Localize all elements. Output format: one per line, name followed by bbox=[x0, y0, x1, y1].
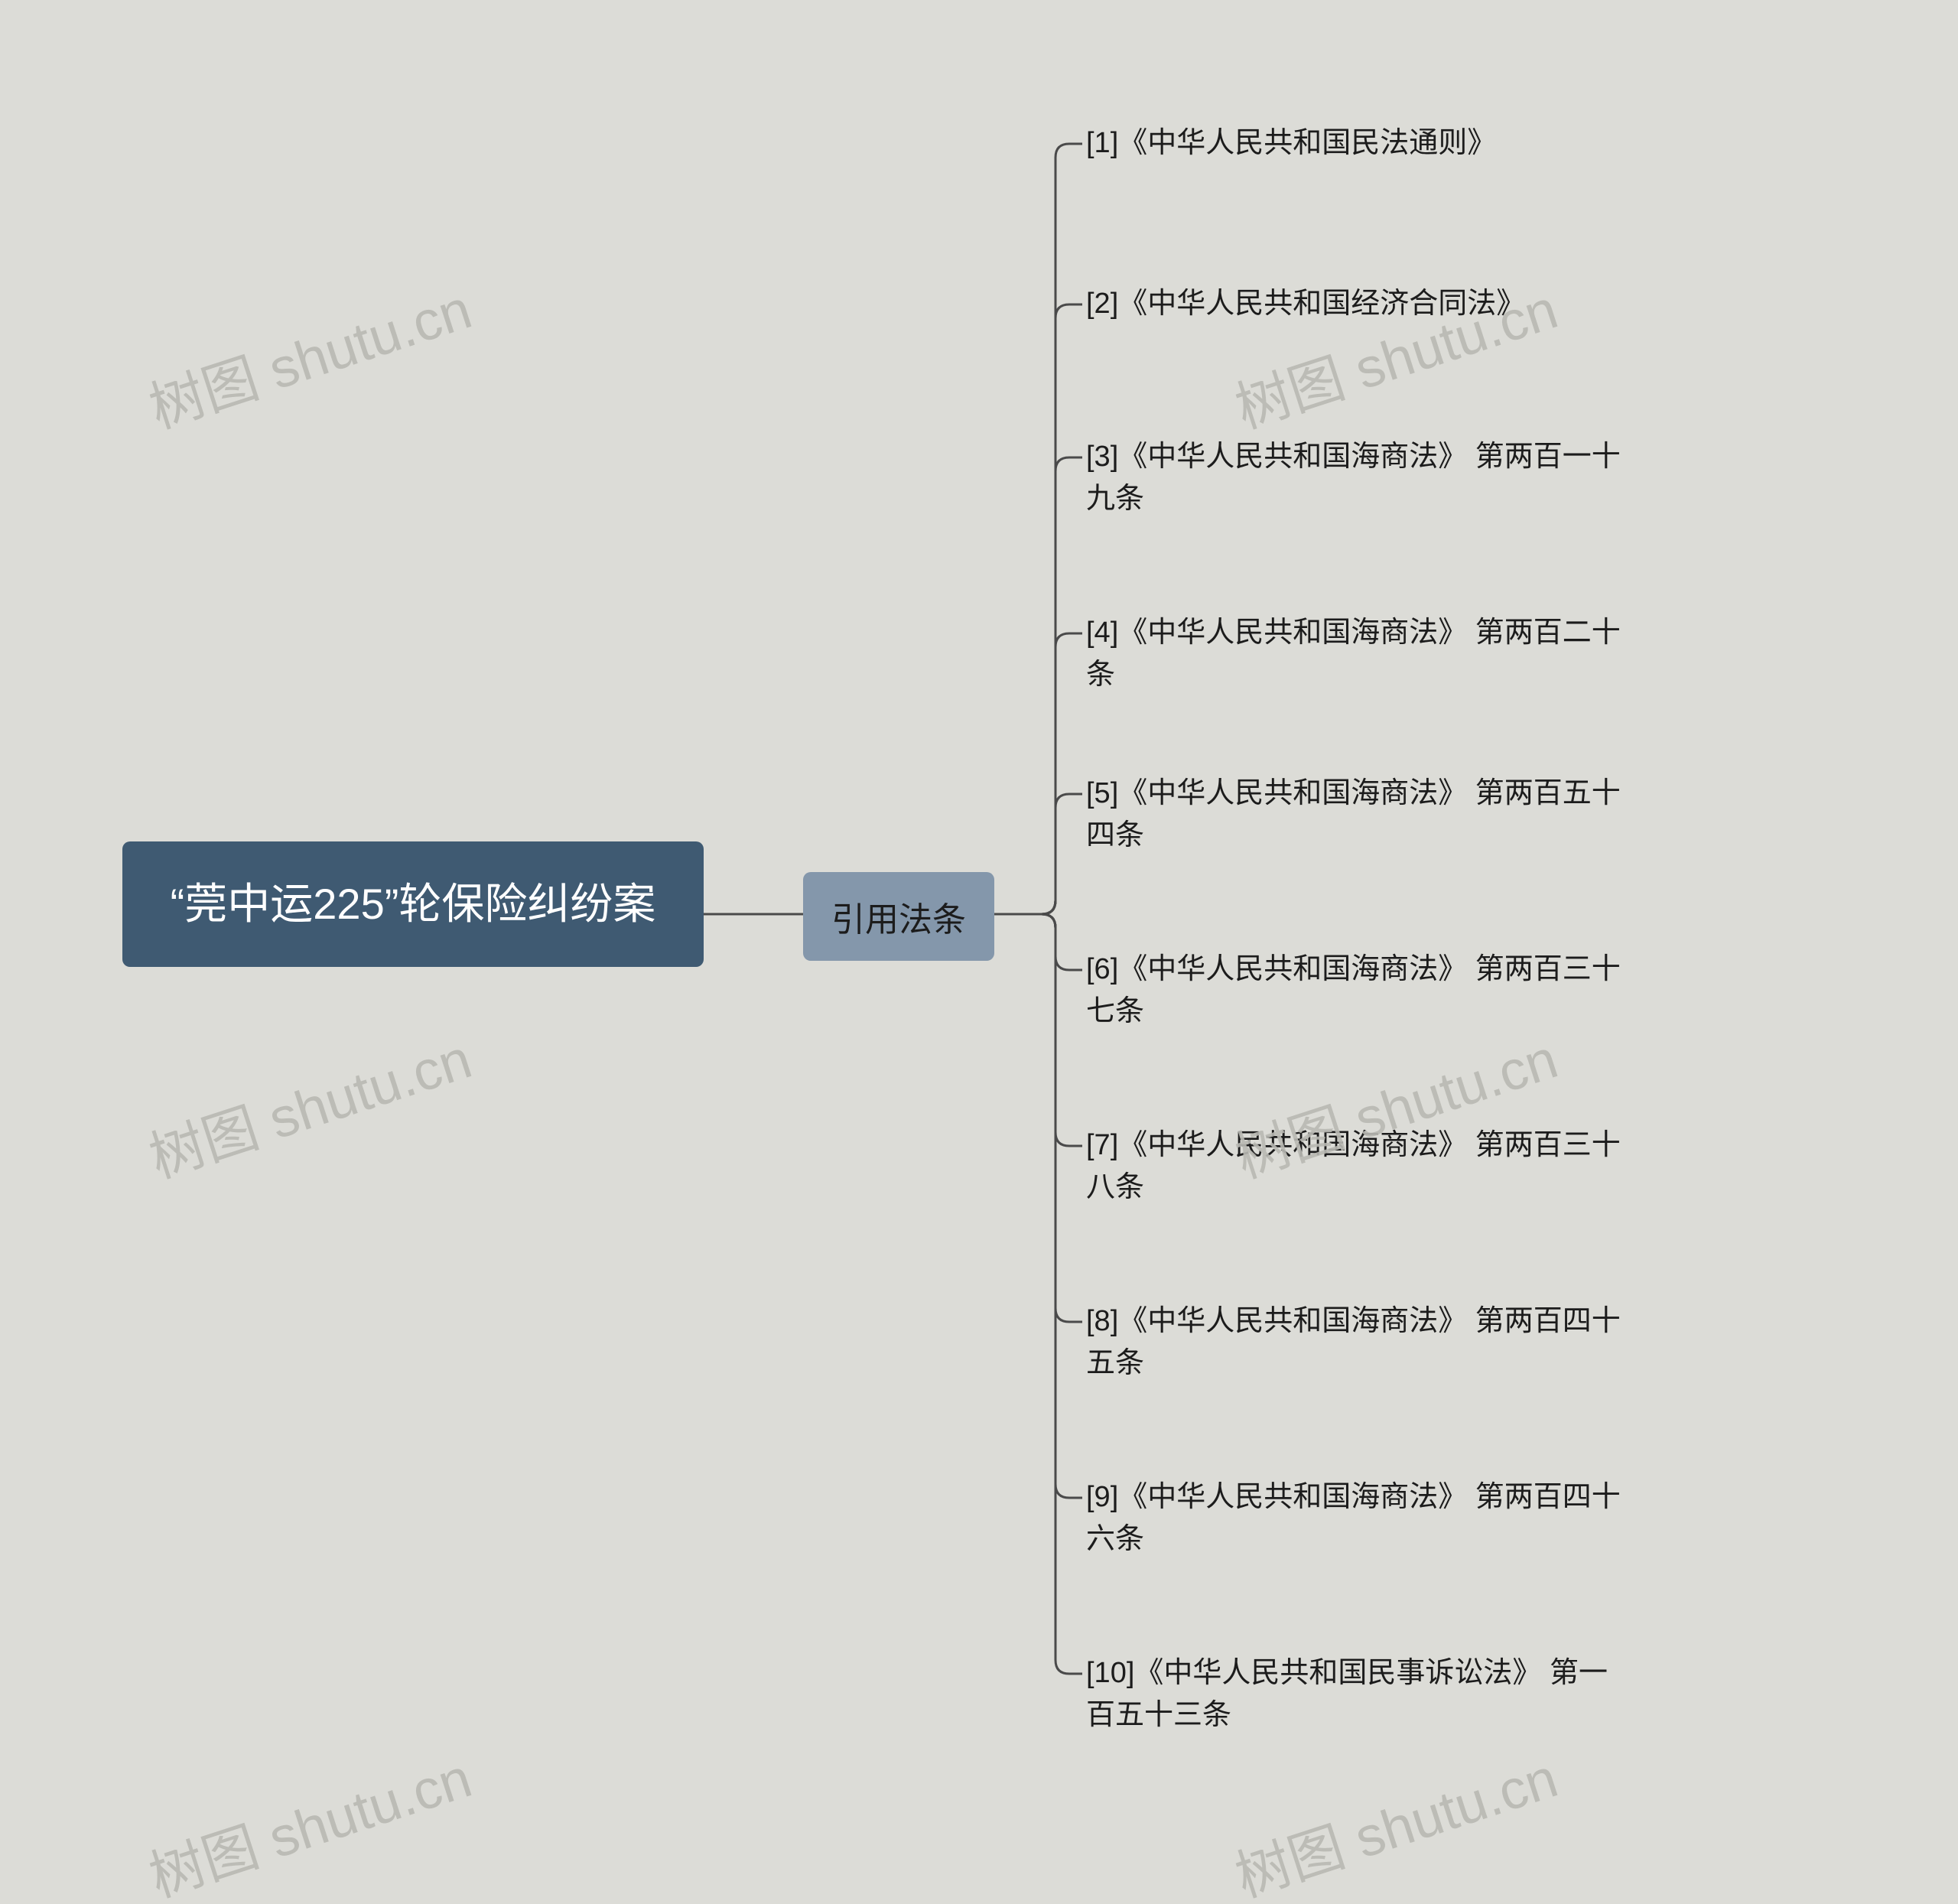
connector-path bbox=[994, 914, 1082, 970]
leaf-node[interactable]: [6]《中华人民共和国海商法》 第两百三十七条 bbox=[1086, 949, 1621, 1033]
leaf-node[interactable]: [10]《中华人民共和国民事诉讼法》 第一百五十三条 bbox=[1086, 1652, 1621, 1736]
connector-path bbox=[994, 914, 1082, 1146]
connector-path bbox=[994, 633, 1082, 914]
connector-path bbox=[994, 914, 1082, 1498]
leaf-node[interactable]: [1]《中华人民共和国民法通则》 bbox=[1086, 122, 1621, 164]
root-node[interactable]: “莞中运225”轮保险纠纷案 bbox=[122, 841, 704, 967]
connector-path bbox=[994, 304, 1082, 914]
leaf-node[interactable]: [3]《中华人民共和国海商法》 第两百一十九条 bbox=[1086, 436, 1621, 520]
leaf-node[interactable]: [5]《中华人民共和国海商法》 第两百五十四条 bbox=[1086, 773, 1621, 857]
watermark-text: 树图 shutu.cn bbox=[138, 1733, 480, 1904]
connector-path bbox=[994, 794, 1082, 914]
connector-path bbox=[994, 457, 1082, 914]
connector-path bbox=[994, 914, 1082, 1322]
mindmap-canvas: “莞中运225”轮保险纠纷案 引用法条 [1]《中华人民共和国民法通则》 [2]《… bbox=[0, 0, 1958, 1904]
leaf-node[interactable]: [9]《中华人民共和国海商法》 第两百四十六条 bbox=[1086, 1476, 1621, 1561]
leaf-node[interactable]: [8]《中华人民共和国海商法》 第两百四十五条 bbox=[1086, 1300, 1621, 1385]
leaf-node[interactable]: [4]《中华人民共和国海商法》 第两百二十条 bbox=[1086, 612, 1621, 696]
leaf-node[interactable]: [2]《中华人民共和国经济合同法》 bbox=[1086, 283, 1621, 325]
mid-node-citations[interactable]: 引用法条 bbox=[803, 872, 994, 961]
connector-path bbox=[994, 914, 1082, 1674]
leaf-node[interactable]: [7]《中华人民共和国海商法》 第两百三十八条 bbox=[1086, 1124, 1621, 1209]
connector-path bbox=[994, 144, 1082, 914]
watermark-text: 树图 shutu.cn bbox=[138, 1014, 480, 1193]
watermark-text: 树图 shutu.cn bbox=[138, 264, 480, 444]
watermark-text: 树图 shutu.cn bbox=[1224, 1733, 1566, 1904]
